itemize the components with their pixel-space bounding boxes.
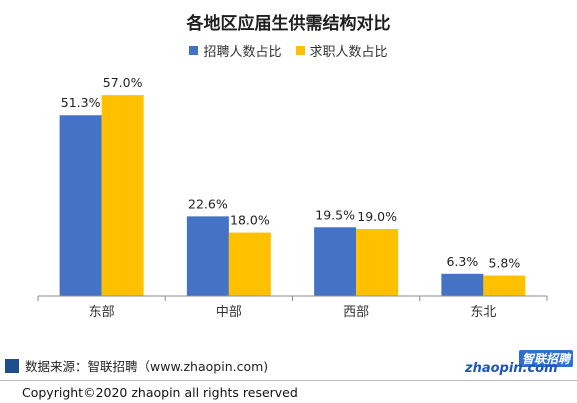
bar-中部-series-2 <box>228 232 271 296</box>
footer-divider <box>0 380 577 381</box>
bar-西部-series-2 <box>356 229 399 296</box>
chart-title: 各地区应届生供需结构对比 <box>186 14 391 34</box>
bar-东北-series-2 <box>483 275 526 296</box>
x-tick-label: 东北 <box>470 305 496 320</box>
legend-swatch-series-1 <box>189 46 199 55</box>
chart-legend: 招聘人数占比 求职人数占比 <box>0 41 577 60</box>
logo-domain-text: zhaopin.com <box>465 361 558 376</box>
x-tick-label: 中部 <box>216 305 242 320</box>
legend-label-series-2: 求职人数占比 <box>309 45 388 60</box>
data-label-中部-series-1: 22.6% <box>188 196 228 211</box>
logo-brand-text: 智联招聘 <box>518 350 573 367</box>
bar-东部-series-2 <box>101 95 144 297</box>
data-label-东北-series-2: 5.8% <box>488 256 520 271</box>
data-label-中部-series-2: 18.0% <box>230 213 270 228</box>
data-label-东部-series-2: 57.0% <box>103 75 143 90</box>
source-marker-icon <box>5 358 19 373</box>
data-label-西部-series-1: 19.5% <box>315 207 355 222</box>
legend-label-series-1: 招聘人数占比 <box>203 45 282 60</box>
x-tick-label: 西部 <box>343 305 369 320</box>
legend-item-series-1: 招聘人数占比 <box>189 41 282 60</box>
legend-swatch-series-2 <box>295 46 305 55</box>
legend-item-series-2: 求职人数占比 <box>295 41 388 60</box>
data-label-东北-series-1: 6.3% <box>446 254 478 269</box>
data-label-东部-series-1: 51.3% <box>61 95 101 110</box>
data-source-line: 数据来源：智联招聘（www.zhaopin.com) <box>0 356 268 375</box>
bar-西部-series-1 <box>314 227 357 296</box>
bar-中部-series-1 <box>186 216 229 296</box>
data-label-西部-series-2: 19.0% <box>357 209 397 224</box>
zhaopin-logo: 智联招聘 zhaopin.com <box>465 350 575 378</box>
x-tick-label: 东部 <box>89 305 115 320</box>
bar-东北-series-1 <box>441 273 484 296</box>
copyright-text: Copyright©2020 zhaopin all rights reserv… <box>22 385 298 400</box>
bar-东部-series-1 <box>59 115 102 296</box>
data-source-text: 数据来源：智联招聘（www.zhaopin.com) <box>25 359 269 374</box>
